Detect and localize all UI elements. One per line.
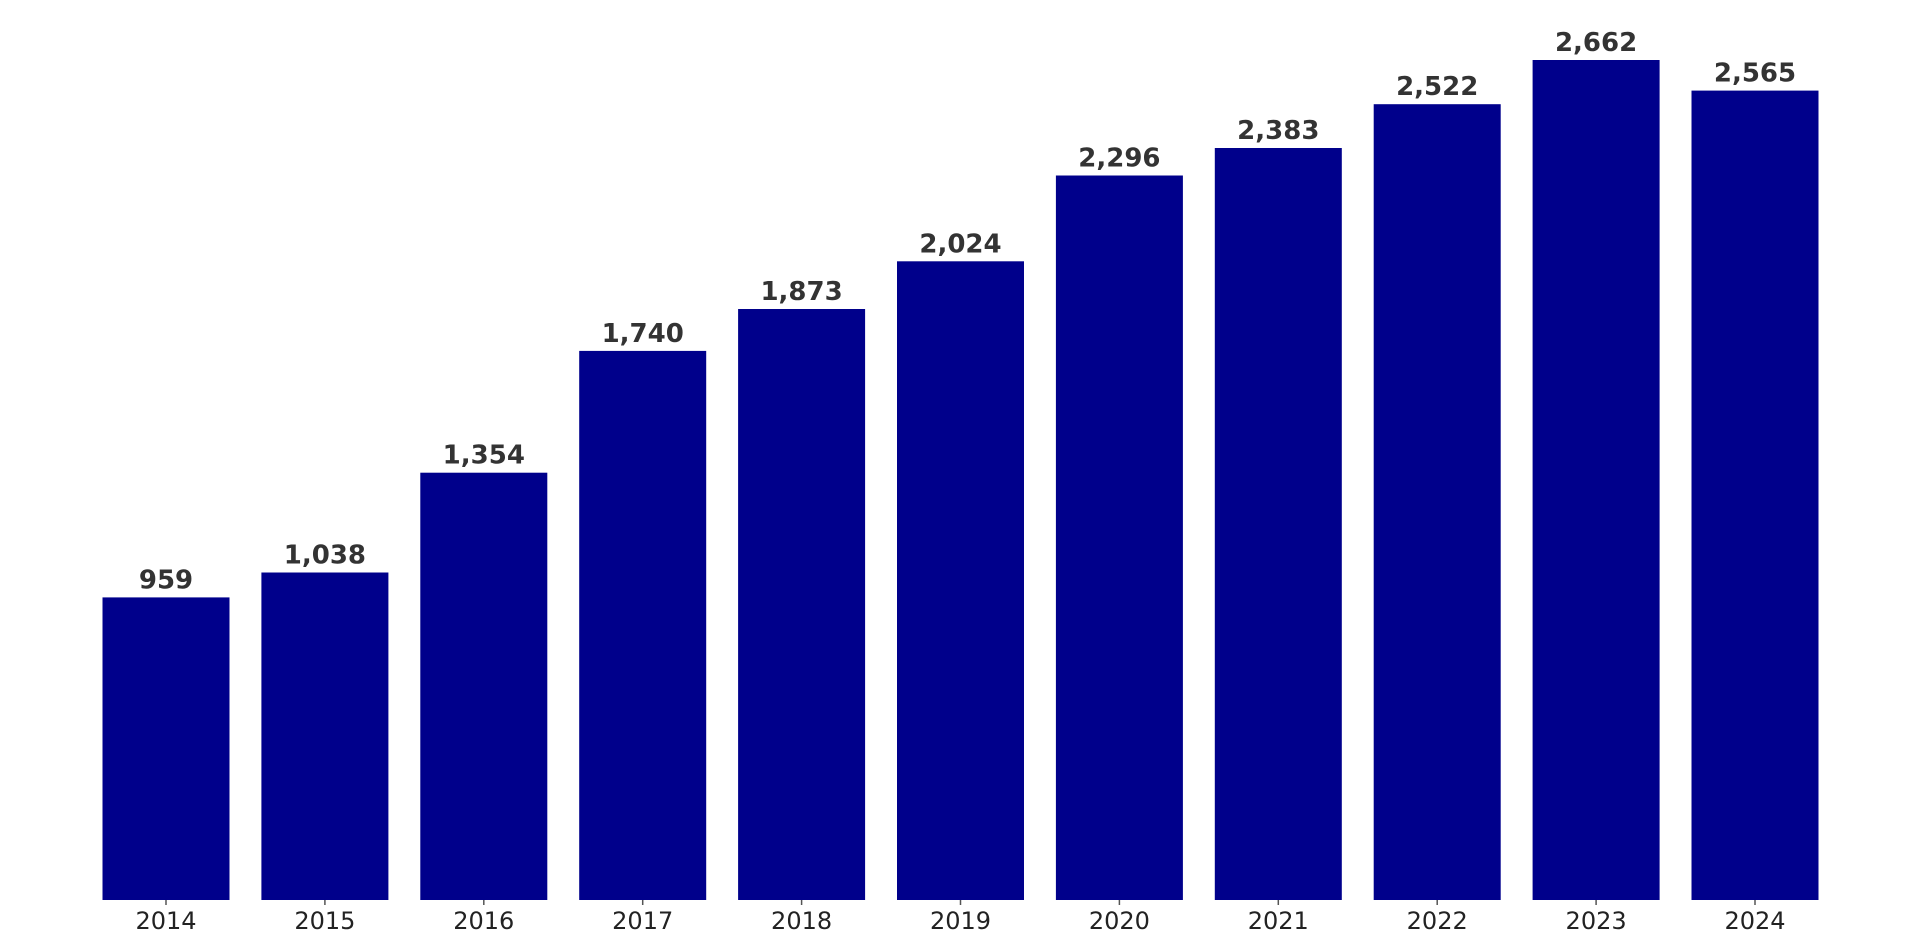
x-tick-label-2015: 2015 (294, 907, 355, 935)
value-label-2018: 1,873 (760, 277, 842, 307)
bar-2017 (579, 350, 707, 900)
x-tick-label-2014: 2014 (135, 907, 196, 935)
bar-2016 (420, 472, 548, 900)
x-axis: 2014 2015 2016 2017 2018 2019 2020 2021 2022 2023… (135, 900, 1786, 935)
value-label-2016: 1,354 (443, 441, 525, 471)
value-label-2017: 1,740 (602, 319, 684, 349)
value-label-2023: 2,662 (1555, 28, 1637, 58)
bar-2023 (1532, 60, 1660, 900)
x-tick-label-2023: 2023 (1566, 907, 1627, 935)
bar-2020 (1055, 175, 1183, 900)
value-label-2019: 2,024 (919, 229, 1001, 259)
x-tick-label-2022: 2022 (1407, 907, 1468, 935)
bar-2015 (261, 572, 389, 900)
bars-layer (102, 60, 1819, 901)
bar-2018 (738, 309, 866, 900)
x-tick-label-2021: 2021 (1248, 907, 1309, 935)
value-label-2020: 2,296 (1078, 144, 1160, 174)
x-tick-label-2017: 2017 (612, 907, 673, 935)
value-label-2021: 2,383 (1237, 116, 1319, 146)
value-label-2015: 1,038 (284, 541, 366, 571)
value-label-2024: 2,565 (1714, 59, 1796, 89)
bar-2024 (1691, 90, 1819, 901)
bar-2022 (1373, 104, 1501, 900)
value-labels-layer: 959 1,038 1,354 1,740 1,873 2,024 2,296 2,383 2,… (139, 28, 1796, 595)
x-tick-label-2019: 2019 (930, 907, 991, 935)
x-tick-label-2024: 2024 (1724, 907, 1785, 935)
x-tick-label-2020: 2020 (1089, 907, 1150, 935)
bar-2021 (1214, 148, 1342, 900)
bar-2019 (897, 261, 1024, 900)
value-label-2022: 2,522 (1396, 72, 1478, 102)
x-tick-label-2016: 2016 (453, 907, 514, 935)
bar-2014 (102, 597, 230, 900)
x-tick-label-2018: 2018 (771, 907, 832, 935)
value-label-2014: 959 (139, 565, 193, 595)
